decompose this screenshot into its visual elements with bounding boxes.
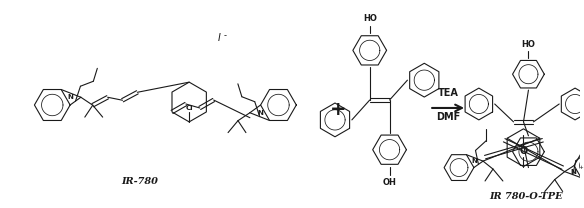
Text: DMF: DMF [436,112,460,122]
Text: OH: OH [383,178,397,187]
Text: TEA: TEA [437,88,458,98]
Text: HO: HO [522,40,536,49]
Text: +: + [579,165,583,170]
Text: N: N [257,110,263,116]
Text: N: N [571,169,576,175]
Text: Cl: Cl [185,105,193,111]
Text: N: N [471,158,477,164]
Text: O: O [519,146,527,156]
Text: +: + [330,100,346,119]
Text: IR 780-O-TPE: IR 780-O-TPE [490,192,563,201]
Text: IR-780: IR-780 [121,177,158,186]
Text: I: I [217,33,220,43]
Text: -: - [224,31,227,40]
Text: N: N [68,94,74,100]
Text: HO: HO [363,14,377,23]
